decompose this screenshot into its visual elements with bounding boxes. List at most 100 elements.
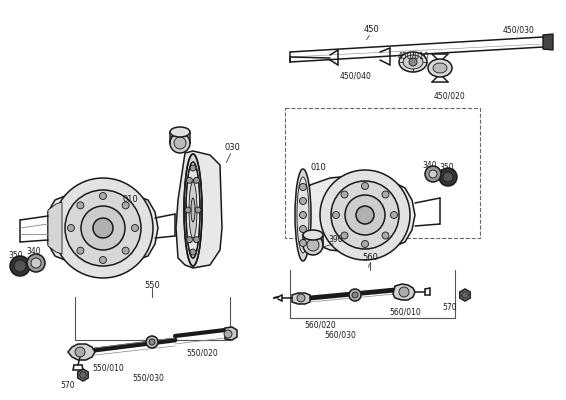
Circle shape: [195, 207, 201, 213]
Circle shape: [362, 240, 368, 248]
Text: 010: 010: [310, 164, 326, 172]
Circle shape: [349, 289, 361, 301]
Circle shape: [186, 237, 192, 243]
Circle shape: [190, 249, 196, 255]
Circle shape: [331, 181, 399, 249]
Circle shape: [122, 247, 129, 254]
Circle shape: [391, 212, 397, 218]
Ellipse shape: [307, 239, 319, 251]
Text: 550/020: 550/020: [186, 348, 218, 358]
Polygon shape: [225, 327, 237, 340]
Ellipse shape: [184, 154, 202, 266]
Text: 390: 390: [169, 134, 183, 142]
Circle shape: [93, 218, 113, 238]
Ellipse shape: [428, 59, 452, 77]
Circle shape: [299, 226, 307, 232]
Ellipse shape: [409, 58, 417, 66]
Ellipse shape: [303, 235, 323, 255]
Polygon shape: [393, 284, 415, 300]
Text: 030: 030: [224, 144, 240, 152]
Circle shape: [332, 212, 340, 218]
Circle shape: [297, 294, 305, 302]
Text: 010: 010: [122, 196, 138, 204]
Circle shape: [399, 287, 409, 297]
Text: 340: 340: [27, 248, 41, 256]
Circle shape: [190, 165, 196, 171]
Circle shape: [341, 191, 348, 198]
Circle shape: [341, 232, 348, 239]
Ellipse shape: [439, 168, 457, 186]
Circle shape: [320, 170, 410, 260]
Circle shape: [194, 177, 200, 183]
Ellipse shape: [31, 258, 41, 268]
Ellipse shape: [170, 127, 190, 137]
Circle shape: [149, 339, 155, 345]
Circle shape: [100, 256, 106, 264]
Ellipse shape: [399, 52, 427, 72]
Circle shape: [356, 206, 374, 224]
Text: 450/020: 450/020: [433, 92, 465, 100]
Ellipse shape: [303, 230, 323, 240]
Ellipse shape: [295, 169, 311, 261]
Circle shape: [77, 247, 84, 254]
Circle shape: [100, 192, 106, 200]
Circle shape: [382, 191, 389, 198]
Text: 340: 340: [423, 162, 438, 170]
Ellipse shape: [191, 198, 195, 222]
Circle shape: [224, 330, 232, 338]
Ellipse shape: [186, 162, 200, 258]
Circle shape: [80, 372, 86, 378]
Circle shape: [194, 237, 200, 243]
Ellipse shape: [425, 166, 441, 182]
Polygon shape: [48, 190, 158, 266]
Text: 560: 560: [362, 254, 378, 262]
Circle shape: [77, 202, 84, 209]
Circle shape: [362, 182, 368, 190]
Ellipse shape: [14, 260, 26, 272]
Ellipse shape: [174, 137, 186, 149]
Text: 570: 570: [61, 380, 75, 390]
Text: 350: 350: [440, 164, 454, 172]
Circle shape: [299, 184, 307, 190]
Ellipse shape: [27, 254, 45, 272]
Text: 550/030: 550/030: [132, 374, 164, 382]
Circle shape: [186, 177, 192, 183]
Polygon shape: [460, 289, 470, 301]
Text: 560/030: 560/030: [324, 330, 356, 340]
Circle shape: [81, 206, 125, 250]
Text: 550/010: 550/010: [92, 364, 124, 372]
Ellipse shape: [170, 133, 190, 153]
Polygon shape: [543, 34, 553, 50]
Circle shape: [299, 198, 307, 204]
Ellipse shape: [10, 256, 30, 276]
Text: 350: 350: [8, 252, 23, 260]
Polygon shape: [292, 293, 310, 304]
Polygon shape: [68, 344, 95, 360]
Polygon shape: [303, 175, 415, 253]
Circle shape: [131, 224, 139, 232]
Circle shape: [382, 232, 389, 239]
Circle shape: [345, 195, 385, 235]
Circle shape: [67, 224, 75, 232]
Text: 450/040: 450/040: [340, 72, 372, 80]
Circle shape: [65, 190, 141, 266]
Circle shape: [122, 202, 129, 209]
Ellipse shape: [433, 63, 447, 73]
Circle shape: [185, 207, 191, 213]
Polygon shape: [48, 202, 62, 254]
Ellipse shape: [297, 177, 309, 253]
Circle shape: [146, 336, 158, 348]
Ellipse shape: [443, 172, 453, 182]
Text: 560/010: 560/010: [389, 308, 421, 316]
Circle shape: [299, 240, 307, 246]
Circle shape: [462, 292, 468, 298]
Polygon shape: [78, 369, 88, 381]
Circle shape: [53, 178, 153, 278]
Ellipse shape: [403, 55, 423, 69]
Text: 560/020: 560/020: [304, 320, 336, 330]
Text: 390: 390: [329, 236, 344, 244]
Ellipse shape: [429, 170, 437, 178]
Circle shape: [75, 347, 85, 357]
Text: 550: 550: [144, 280, 160, 290]
Polygon shape: [176, 151, 222, 268]
